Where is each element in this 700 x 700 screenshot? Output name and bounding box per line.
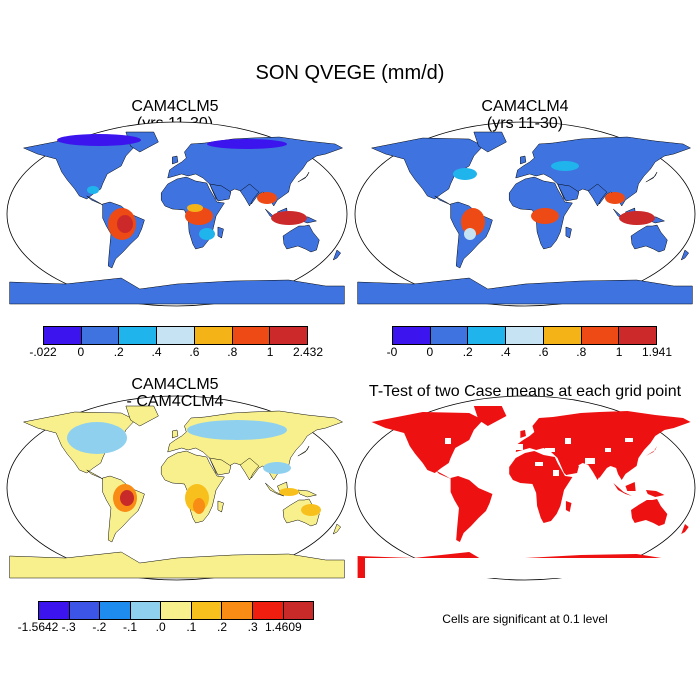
colorbar-swatch (252, 602, 284, 619)
colorbar-swatches (392, 326, 657, 345)
colorbar-tick-label: -.2 (92, 620, 107, 634)
colorbar-ticks: -0 0 .2 .4 .6 .8 1 1.941 (387, 345, 672, 359)
colorbar-tick-label: .8 (576, 345, 587, 359)
colorbar-tick-label: .8 (227, 345, 238, 359)
colorbar-swatches (43, 326, 308, 345)
map-cam4clm4 (354, 121, 696, 307)
colorbar-tick-label: 0 (426, 345, 434, 359)
colorbar-swatch (161, 602, 192, 619)
colorbar-tick-label: .2 (462, 345, 473, 359)
colorbar-swatch (581, 327, 620, 344)
colorbar-tick-label: .1 (186, 620, 197, 634)
colorbar-tick-label: -0 (386, 345, 398, 359)
panel-difference-title: CAM4CLM5 - CAM4CLM4 (0, 376, 350, 410)
colorbar-swatches (38, 601, 314, 620)
panel-title-line1: CAM4CLM4 (481, 98, 569, 115)
significance-footnote: Cells are significant at 0.1 level (442, 612, 608, 626)
colorbar-tick-label: .4 (151, 345, 162, 359)
colorbar-tick-label: 1 (615, 345, 623, 359)
figure-title: SON QVEGE (mm/d) (255, 62, 445, 84)
colorbar-tick-label: -.1 (122, 620, 138, 634)
colorbar-swatch (393, 327, 431, 344)
colorbar-tick-label: .4 (500, 345, 511, 359)
colorbar-tick-label: .6 (189, 345, 200, 359)
colorbar-cam4clm4: -0 0 .2 .4 .6 .8 1 1.941 (387, 326, 672, 359)
colorbar-swatch (619, 327, 657, 344)
colorbar-swatch (270, 327, 308, 344)
colorbar-swatch (69, 602, 101, 619)
map-difference (6, 395, 348, 581)
colorbar-swatch (157, 327, 195, 344)
colorbar-tick-label: 1 (266, 345, 274, 359)
colorbar-swatch (81, 327, 120, 344)
colorbar-swatch (44, 327, 82, 344)
panel-title-line1: CAM4CLM5 (131, 376, 219, 393)
colorbar-tick-label: -.3 (61, 620, 76, 634)
colorbar-swatch (130, 602, 162, 619)
colorbar-difference: -1.5642 -.3 -.2 -.1 .0 .1 .2 .3 1.4609 (18, 601, 314, 634)
colorbar-tick-label: 1.4609 (264, 620, 302, 634)
colorbar-swatch (222, 602, 253, 619)
panel-cam4clm4-title: CAM4CLM4 (yrs 11-30) (350, 98, 700, 132)
colorbar-tick-label: .2 (216, 620, 228, 634)
panel-title-line2: - CAM4CLM4 (126, 393, 224, 410)
colorbar-tick-label: 1.941 (641, 345, 673, 359)
map-ttest (354, 395, 696, 581)
colorbar-tick-label: .2 (113, 345, 124, 359)
colorbar-swatch (430, 327, 469, 344)
colorbar-swatch (506, 327, 544, 344)
panel-title-line1: CAM4CLM5 (131, 98, 219, 115)
colorbar-tick-label: .0 (155, 620, 166, 634)
colorbar-tick-label: -.022 (29, 345, 57, 359)
colorbar-swatch (119, 327, 158, 344)
colorbar-tick-label: -1.5642 (17, 620, 59, 634)
colorbar-swatch (283, 602, 314, 619)
colorbar-tick-label: 2.432 (292, 345, 324, 359)
colorbar-swatch (543, 327, 582, 344)
panel-ttest-title: T-Test of two Case means at each grid po… (368, 383, 682, 400)
colorbar-tick-label: .6 (538, 345, 549, 359)
colorbar-ticks: -1.5642 -.3 -.2 -.1 .0 .1 .2 .3 1.4609 (18, 620, 314, 634)
panel-title-line2: (yrs 11-30) (486, 115, 564, 132)
colorbar-tick-label: .3 (247, 620, 258, 634)
map-cam4clm5 (6, 121, 348, 307)
colorbar-swatch (100, 602, 131, 619)
colorbar-tick-label: 0 (77, 345, 85, 359)
colorbar-swatch (39, 602, 70, 619)
colorbar-swatch (232, 327, 271, 344)
colorbar-ticks: -.022 0 .2 .4 .6 .8 1 2.432 (29, 345, 323, 359)
colorbar-swatch (191, 602, 223, 619)
colorbar-cam4clm5: -.022 0 .2 .4 .6 .8 1 2.432 (29, 326, 323, 359)
colorbar-swatch (194, 327, 233, 344)
colorbar-swatch (468, 327, 507, 344)
